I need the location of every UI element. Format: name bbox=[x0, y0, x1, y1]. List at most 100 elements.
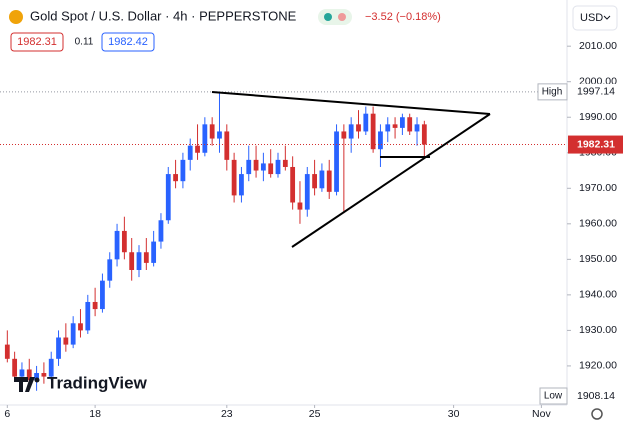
symbol-icon[interactable] bbox=[9, 10, 23, 24]
candle-body bbox=[275, 159, 281, 175]
candle-body bbox=[26, 369, 32, 381]
candle-body bbox=[239, 174, 244, 196]
candle-body bbox=[392, 124, 398, 128]
y-tick-label: 1960.00 bbox=[579, 218, 617, 230]
candle-body bbox=[165, 174, 171, 221]
currency-dropdown[interactable] bbox=[572, 5, 618, 31]
candle-body bbox=[12, 358, 18, 377]
candle-body bbox=[224, 131, 230, 160]
x-tick-label: 23 bbox=[221, 408, 233, 420]
x-tick-label: 6 bbox=[4, 408, 10, 420]
candle-body bbox=[19, 369, 25, 377]
sell-button[interactable] bbox=[10, 32, 64, 52]
currency[interactable]: USD bbox=[580, 12, 603, 24]
candle-body bbox=[385, 124, 391, 132]
candle-body bbox=[100, 280, 105, 310]
candle-body bbox=[407, 117, 413, 132]
market-open-dot bbox=[324, 13, 332, 21]
low-tag-bg bbox=[539, 387, 568, 405]
last-price-tag: 1982.31 bbox=[577, 138, 615, 150]
candle-body bbox=[231, 159, 237, 196]
candle-body bbox=[202, 124, 208, 153]
candle-body bbox=[180, 159, 186, 182]
candle-body bbox=[158, 220, 164, 242]
candle-body bbox=[253, 159, 259, 171]
candle-body bbox=[312, 174, 317, 189]
candle-body bbox=[129, 252, 135, 270]
candle-body bbox=[136, 252, 142, 270]
brand-logo[interactable]: TradingView bbox=[14, 373, 148, 392]
candle-body bbox=[4, 344, 10, 359]
trend-line bbox=[211, 91, 491, 115]
candle-body bbox=[56, 337, 61, 359]
candle-body bbox=[173, 174, 178, 182]
header-bg bbox=[0, 0, 566, 30]
y-tick-label: 1950.00 bbox=[579, 253, 617, 265]
y-tick-label: 2010.00 bbox=[579, 40, 617, 52]
price-change: −3.52 (−0.18%) bbox=[365, 11, 441, 23]
candle-body bbox=[260, 163, 266, 171]
candle-body bbox=[70, 323, 76, 345]
candle-body bbox=[290, 166, 296, 203]
triangle-drawing bbox=[211, 91, 491, 248]
status-badge[interactable] bbox=[318, 9, 352, 25]
settings-button[interactable] bbox=[591, 408, 603, 420]
x-tick-label: Nov bbox=[532, 408, 551, 420]
y-tick-label: 1990.00 bbox=[579, 111, 617, 123]
status-dot bbox=[338, 13, 346, 21]
candle-body bbox=[348, 124, 354, 139]
y-tick-label: 1970.00 bbox=[579, 182, 617, 194]
candle-body bbox=[304, 174, 310, 210]
x-tick-label: 30 bbox=[448, 408, 460, 420]
dropdown-caret bbox=[603, 15, 611, 20]
candle-body bbox=[187, 145, 193, 160]
candle-body bbox=[92, 301, 98, 310]
candle-body bbox=[326, 170, 332, 192]
trend-line bbox=[291, 113, 491, 248]
candle-body bbox=[195, 145, 200, 153]
candle-body bbox=[121, 230, 127, 253]
candle-body bbox=[78, 323, 83, 331]
ask-price[interactable]: 1982.42 bbox=[108, 36, 148, 48]
candle-body bbox=[41, 373, 47, 377]
bid-price[interactable]: 1982.31 bbox=[17, 36, 57, 48]
x-tick-label: 25 bbox=[309, 408, 321, 420]
candle-body bbox=[363, 113, 369, 132]
candle-body bbox=[334, 131, 339, 192]
brand-name: TradingView bbox=[47, 373, 148, 392]
high-value-bg bbox=[568, 83, 624, 100]
candle-body bbox=[107, 259, 113, 281]
low-tag: Low bbox=[544, 391, 563, 402]
candle-body bbox=[114, 230, 120, 260]
buy-button[interactable] bbox=[101, 32, 155, 52]
candle-body bbox=[378, 131, 383, 150]
low-value-bg bbox=[568, 388, 624, 404]
candle-body bbox=[209, 124, 215, 139]
low-value: 1908.14 bbox=[577, 390, 615, 402]
candle-body bbox=[421, 124, 427, 145]
brand-dot bbox=[34, 377, 40, 383]
candle-body bbox=[414, 124, 420, 132]
candle-body bbox=[217, 131, 222, 139]
y-tick-label: 1920.00 bbox=[579, 360, 617, 372]
candle-body bbox=[85, 301, 91, 331]
candle-body bbox=[341, 131, 347, 139]
candle-body bbox=[63, 337, 69, 345]
candle-body bbox=[370, 113, 376, 150]
x-tick-label: 18 bbox=[89, 408, 101, 420]
candle-body bbox=[246, 159, 252, 175]
last-price-tag-bg bbox=[568, 135, 623, 154]
candle-body bbox=[319, 170, 325, 189]
high-value: 1997.14 bbox=[577, 86, 615, 98]
candle-body bbox=[356, 124, 361, 132]
candle-body bbox=[48, 358, 54, 377]
plot-area bbox=[0, 91, 567, 391]
candle-body bbox=[297, 202, 303, 210]
symbol-title[interactable]: Gold Spot / U.S. Dollar · 4h · PEPPERSTO… bbox=[30, 8, 297, 23]
y-tick-label: 1940.00 bbox=[579, 289, 617, 301]
y-tick-label: 1930.00 bbox=[579, 324, 617, 336]
candle-body bbox=[143, 252, 149, 263]
high-tag-bg bbox=[537, 83, 568, 101]
brand-mark bbox=[14, 377, 35, 392]
